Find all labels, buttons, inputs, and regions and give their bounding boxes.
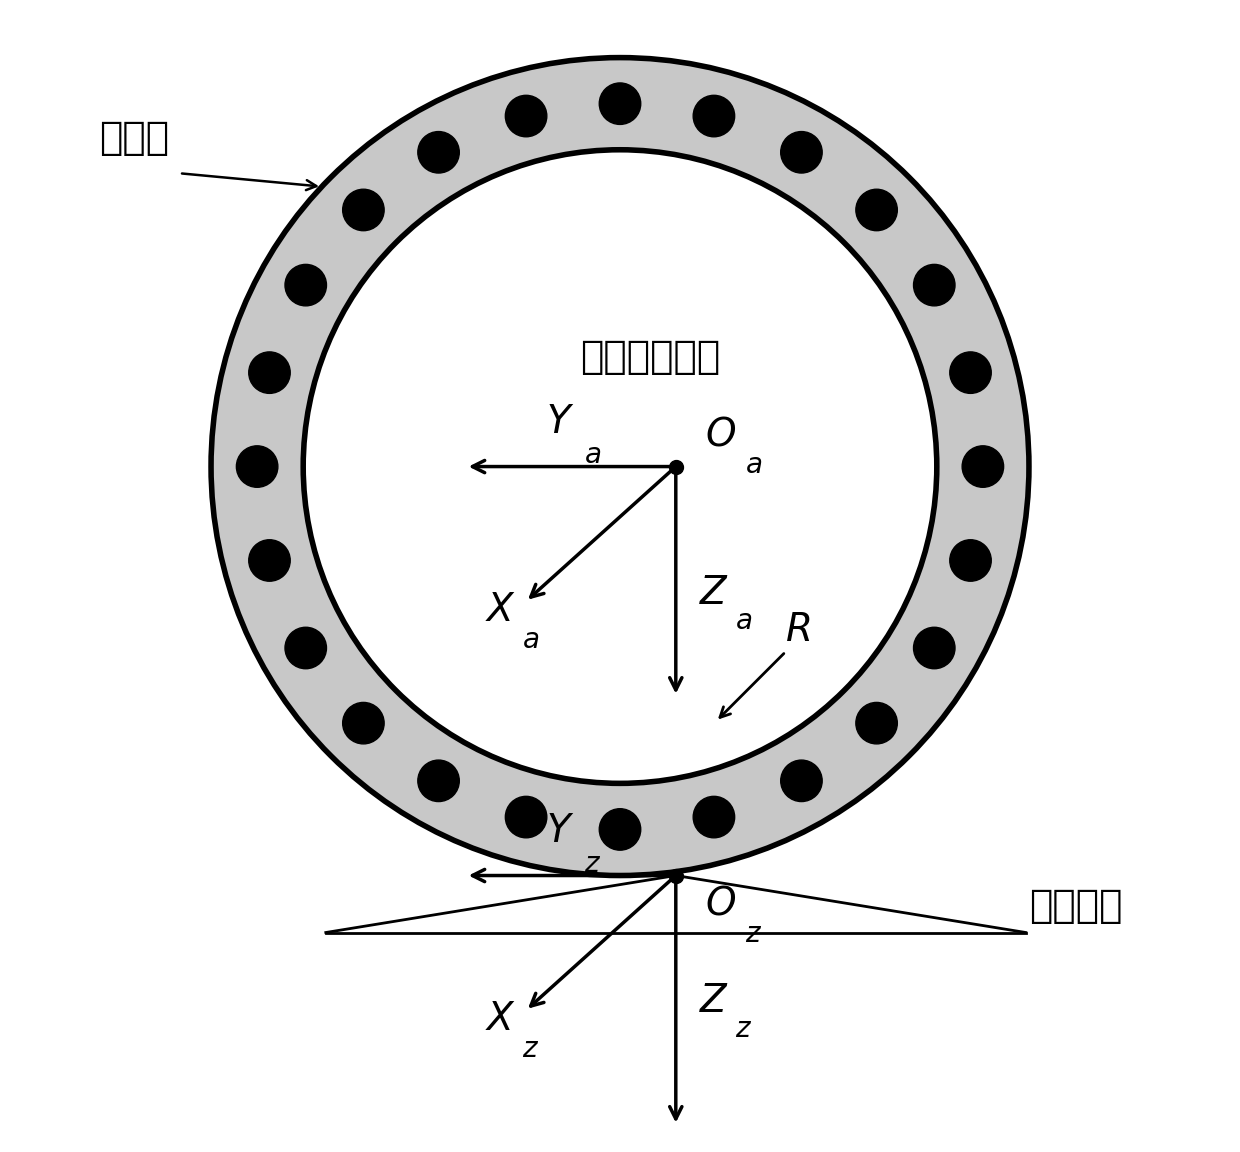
Circle shape <box>781 131 822 173</box>
Circle shape <box>506 796 547 838</box>
Circle shape <box>418 131 459 173</box>
Circle shape <box>856 189 898 230</box>
Circle shape <box>914 627 955 668</box>
Text: 安装基座: 安装基座 <box>1029 887 1122 925</box>
Text: $z$: $z$ <box>735 1015 753 1043</box>
Circle shape <box>856 703 898 744</box>
Text: $O$: $O$ <box>706 885 737 923</box>
Text: $z$: $z$ <box>522 1034 539 1062</box>
Circle shape <box>506 96 547 137</box>
Text: $a$: $a$ <box>745 450 763 478</box>
Text: 天线口面内侧: 天线口面内侧 <box>580 338 720 376</box>
Circle shape <box>285 627 326 668</box>
Circle shape <box>950 540 991 582</box>
Text: $Y$: $Y$ <box>546 402 574 440</box>
Circle shape <box>342 189 384 230</box>
Circle shape <box>962 446 1003 487</box>
Text: $Z$: $Z$ <box>698 982 729 1020</box>
Text: $X$: $X$ <box>485 591 516 629</box>
Circle shape <box>342 703 384 744</box>
Circle shape <box>211 58 1029 876</box>
Circle shape <box>781 760 822 802</box>
Circle shape <box>599 83 641 124</box>
Text: $Z$: $Z$ <box>698 574 729 612</box>
Circle shape <box>693 796 734 838</box>
Circle shape <box>304 150 936 783</box>
Circle shape <box>950 351 991 393</box>
Circle shape <box>249 540 290 582</box>
Text: $z$: $z$ <box>584 849 601 878</box>
Text: 校准点: 校准点 <box>99 120 170 157</box>
Text: $R$: $R$ <box>785 611 811 649</box>
Circle shape <box>418 760 459 802</box>
Circle shape <box>914 265 955 306</box>
Text: $a$: $a$ <box>735 607 753 635</box>
Circle shape <box>285 264 326 305</box>
Circle shape <box>249 351 290 393</box>
Text: $a$: $a$ <box>522 626 539 653</box>
Text: $X$: $X$ <box>485 1000 516 1038</box>
Text: $a$: $a$ <box>584 440 601 469</box>
Text: $Y$: $Y$ <box>546 811 574 849</box>
Circle shape <box>693 96 734 137</box>
Text: $z$: $z$ <box>745 919 763 947</box>
Circle shape <box>599 809 641 850</box>
Text: $O$: $O$ <box>706 416 737 454</box>
Circle shape <box>237 446 278 487</box>
